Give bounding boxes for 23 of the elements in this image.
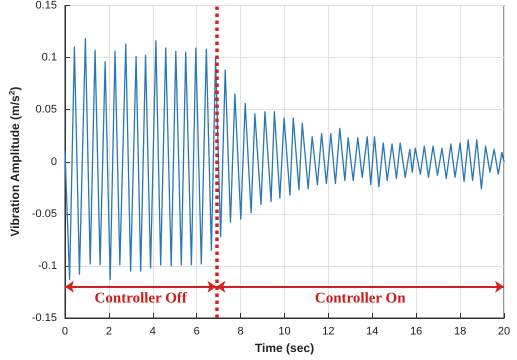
x-tick-label: 14 bbox=[366, 326, 378, 338]
x-tick-label: 20 bbox=[498, 326, 510, 338]
annotation: Controller On bbox=[314, 290, 406, 306]
y-tick-label: 0 bbox=[50, 156, 57, 168]
x-axis-title: Time (sec) bbox=[254, 341, 314, 355]
x-tick-label: 12 bbox=[322, 326, 335, 338]
x-tick-label: 10 bbox=[278, 326, 291, 338]
y-tick-label: 0.05 bbox=[36, 104, 57, 116]
y-tick-label: 0.1 bbox=[42, 52, 57, 64]
x-tick-label: 16 bbox=[410, 326, 422, 338]
line-series bbox=[64, 38, 505, 280]
x-tick-label: 8 bbox=[238, 326, 244, 338]
y-tick-label: -0.15 bbox=[32, 312, 57, 324]
x-tick-label: 6 bbox=[194, 326, 200, 338]
y-tick-label: -0.05 bbox=[32, 208, 57, 220]
x-tick-label: 18 bbox=[454, 326, 466, 338]
y-tick-label: -0.1 bbox=[38, 260, 57, 272]
y-tick-label: 0.15 bbox=[36, 0, 57, 12]
y-axis-title: Vibration Amplitude (m/s2) bbox=[8, 86, 22, 237]
annotation: Controller Off bbox=[94, 290, 188, 306]
x-tick-label: 2 bbox=[106, 326, 112, 338]
x-tick-label: 0 bbox=[62, 326, 68, 338]
x-tick-label: 4 bbox=[150, 326, 156, 338]
